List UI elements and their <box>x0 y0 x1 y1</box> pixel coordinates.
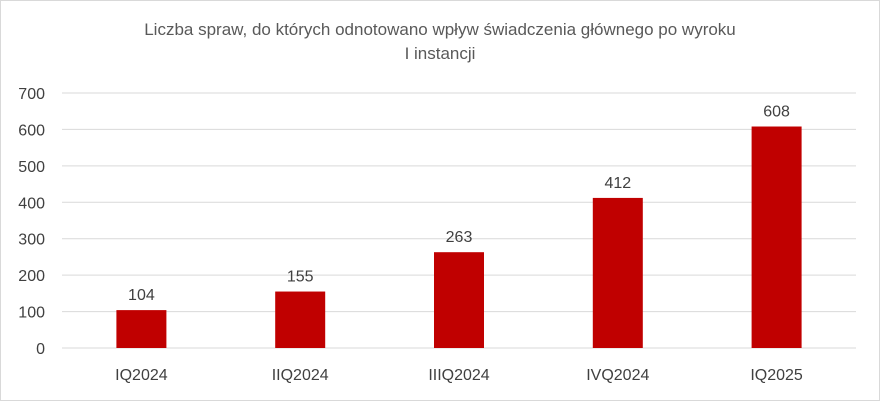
data-label: 608 <box>763 104 790 121</box>
data-label: 412 <box>604 175 631 192</box>
bar-IVQ2024 <box>592 197 643 348</box>
y-tick-label: 400 <box>18 195 45 212</box>
bar-IQ2024 <box>116 310 167 348</box>
bar-IQ2025 <box>751 126 802 348</box>
y-tick-label: 500 <box>18 159 45 176</box>
data-label: 263 <box>446 229 473 246</box>
chart-title-line-1: Liczba spraw, do których odnotowano wpły… <box>144 20 736 39</box>
y-tick-label: 600 <box>18 122 45 139</box>
x-category-label: IVQ2024 <box>586 367 649 384</box>
chart-title-line-2: I instancji <box>404 44 476 63</box>
y-tick-label: 700 <box>18 86 45 103</box>
data-label: 104 <box>128 287 155 304</box>
y-tick-label: 200 <box>18 268 45 285</box>
bar-IIIQ2024 <box>434 252 484 348</box>
y-tick-label: 300 <box>18 232 45 249</box>
y-tick-label: 100 <box>18 305 45 322</box>
x-category-label: IIQ2024 <box>272 367 329 384</box>
x-category-label: IQ2024 <box>115 367 168 384</box>
data-label: 155 <box>287 269 314 286</box>
x-category-label: IQ2025 <box>750 367 803 384</box>
bar-IIQ2024 <box>275 291 326 348</box>
chart-title: Liczba spraw, do których odnotowano wpły… <box>0 18 880 66</box>
x-category-label: IIIQ2024 <box>428 367 489 384</box>
y-tick-label: 0 <box>36 341 45 358</box>
